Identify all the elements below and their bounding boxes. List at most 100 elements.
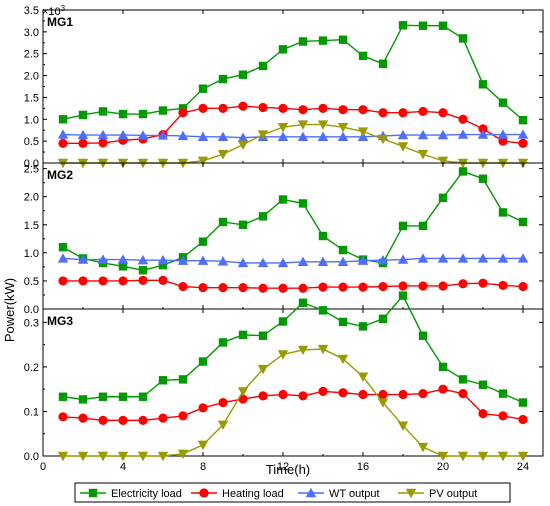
- data-point: [497, 129, 509, 139]
- y-tick-label: 1.0: [24, 248, 39, 260]
- data-point: [517, 253, 529, 263]
- y-tick-label: 2.5: [24, 164, 39, 176]
- x-tick-label: 16: [357, 461, 369, 473]
- data-point: [337, 131, 349, 141]
- data-point: [238, 70, 248, 79]
- data-point: [437, 451, 449, 462]
- y-tick-label: 0.0: [24, 304, 39, 316]
- data-point: [298, 37, 308, 46]
- data-point: [238, 330, 248, 340]
- data-point: [218, 338, 228, 347]
- data-point: [418, 21, 428, 30]
- plot-frame: [42, 9, 544, 164]
- data-point: [397, 254, 409, 264]
- data-point: [497, 253, 509, 263]
- data-point: [377, 254, 389, 265]
- data-point: [117, 254, 129, 264]
- data-point: [98, 107, 108, 116]
- data-point: [518, 115, 528, 125]
- data-point: [118, 262, 128, 271]
- series-heating-load: [58, 275, 528, 293]
- data-point: [58, 412, 68, 422]
- data-point: [477, 451, 489, 462]
- y-tick-label: 0.0: [24, 158, 39, 170]
- data-point: [217, 131, 229, 141]
- data-point: [498, 208, 508, 217]
- data-point: [138, 415, 148, 425]
- y-tick-label: 1.5: [24, 220, 39, 232]
- x-tick-label: 20: [437, 461, 449, 473]
- series-electricity-load: [58, 291, 528, 407]
- data-point: [477, 129, 489, 139]
- data-point: [438, 21, 448, 30]
- data-point: [498, 411, 508, 421]
- x-tick-label: 12: [277, 461, 289, 473]
- data-point: [518, 217, 528, 227]
- data-point: [117, 451, 129, 462]
- y-tick-label: 3.5: [24, 5, 39, 17]
- data-point: [518, 398, 528, 407]
- legend-label: PV output: [429, 488, 477, 500]
- data-point: [98, 415, 108, 425]
- data-point: [337, 122, 349, 133]
- data-point: [278, 283, 288, 293]
- data-point: [278, 389, 288, 400]
- panel-title: MG1: [47, 15, 73, 29]
- data-point: [437, 253, 449, 263]
- data-point: [58, 392, 68, 401]
- data-point: [138, 109, 148, 119]
- series-line: [62, 388, 524, 422]
- legend-box: [74, 482, 511, 503]
- series-line: [62, 257, 523, 264]
- data-point: [517, 129, 529, 139]
- data-point: [297, 256, 309, 267]
- data-point: [58, 115, 68, 124]
- data-point: [458, 375, 468, 384]
- data-point: [78, 110, 88, 120]
- data-point: [257, 130, 269, 140]
- data-point: [238, 101, 248, 111]
- data-point: [517, 451, 529, 462]
- data-point: [398, 281, 408, 291]
- data-point: [137, 130, 149, 140]
- data-point: [418, 331, 428, 340]
- data-point: [357, 127, 369, 137]
- data-point: [238, 220, 248, 229]
- data-point: [237, 257, 249, 268]
- series-heating-load: [58, 101, 528, 148]
- data-point: [377, 398, 389, 408]
- data-point: [237, 140, 249, 150]
- data-point: [218, 397, 228, 408]
- data-point: [217, 256, 229, 266]
- data-point: [378, 389, 388, 400]
- series-pv-output: [57, 120, 529, 169]
- data-point: [378, 108, 388, 118]
- data-point: [398, 291, 408, 300]
- data-point: [198, 103, 208, 113]
- y-tick-label: 0.3: [24, 317, 39, 329]
- data-point: [218, 103, 228, 113]
- data-point: [497, 451, 509, 462]
- data-point: [197, 156, 209, 167]
- data-point: [417, 442, 429, 453]
- data-point: [438, 108, 448, 118]
- data-point: [277, 131, 289, 141]
- x-tick-label: 24: [517, 461, 529, 473]
- data-point: [457, 451, 469, 462]
- series-line: [62, 170, 524, 271]
- data-point: [97, 451, 109, 462]
- panels: 0.0 0.5 1.0 1.5 2.0 2.5 3.0 3.5 MG1 0.0 0.5 1.0 1.5 2…: [24, 5, 544, 473]
- data-point: [278, 195, 288, 204]
- data-point: [518, 138, 528, 148]
- data-point: [177, 255, 189, 265]
- data-point: [58, 276, 68, 286]
- data-point: [418, 389, 428, 399]
- panel-2: 0.0 0.5 1.0 1.5 2.0 2.5 MG2: [24, 162, 544, 316]
- data-point: [178, 375, 188, 384]
- data-point: [118, 109, 128, 119]
- data-point: [118, 392, 128, 401]
- y-axis-label: Power(kW): [2, 278, 17, 342]
- data-point: [338, 317, 348, 327]
- data-point: [358, 389, 368, 400]
